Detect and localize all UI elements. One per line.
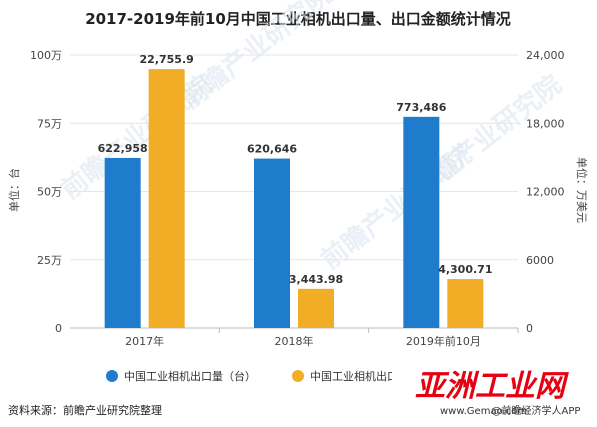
logo: 亚洲工业网 www.Gemao.com @前瞻经济学人APP — [392, 366, 592, 417]
right-tick-label: 24,000 — [526, 49, 565, 62]
bar-volume — [104, 157, 141, 328]
left-axis-label: 单位：台 — [7, 168, 21, 212]
data-labels: 622,958 22,755.9 620,646 3,443.98 773,486 4,3… — [98, 53, 493, 286]
bar-volume — [254, 158, 290, 328]
left-axis-ticks: 0 25万 50万 75万 100万 — [30, 49, 62, 335]
category-label: 2018年 — [275, 334, 314, 348]
logo-backdrop — [392, 366, 592, 402]
category-labels: 2017年 2018年 2019年前10月 — [125, 334, 481, 348]
right-tick-label: 12,000 — [526, 186, 565, 199]
legend-label-volume: 中国工业相机出口量（台） — [124, 369, 256, 383]
data-label: 22,755.9 — [140, 53, 194, 66]
left-tick-label: 0 — [55, 322, 62, 335]
category-label: 2017年 — [125, 334, 164, 348]
left-tick-label: 75万 — [37, 117, 62, 130]
right-tick-label: 0 — [526, 322, 533, 335]
data-label: 773,486 — [396, 101, 446, 114]
right-axis-label: 单位：万美元 — [575, 157, 589, 223]
category-label: 2019年前10月 — [406, 334, 481, 348]
left-tick-label: 25万 — [37, 254, 62, 267]
bar-value — [447, 279, 484, 328]
logo-corner: @前瞻经济学人APP — [492, 404, 581, 417]
chart-title: 2017-2019年前10月中国工业相机出口量、出口金额统计情况 — [85, 10, 511, 28]
data-label: 620,646 — [247, 143, 297, 156]
data-label: 3,443.98 — [289, 273, 343, 286]
source-note: 资料来源：前瞻产业研究院整理 — [8, 403, 162, 417]
bar-volume — [403, 116, 440, 329]
legend-swatch-value — [292, 370, 304, 382]
grid — [70, 54, 519, 333]
data-label: 622,958 — [98, 142, 148, 155]
logo-sub: www.Gemao.com — [440, 406, 527, 417]
legend-swatch-volume — [106, 370, 118, 382]
data-label: 4,300.71 — [438, 263, 492, 276]
left-tick-label: 100万 — [30, 49, 62, 62]
bars — [104, 69, 484, 329]
bar-value — [298, 288, 334, 328]
left-tick-label: 50万 — [37, 186, 62, 199]
bar-value — [148, 69, 185, 328]
right-tick-label: 6000 — [526, 254, 554, 267]
right-tick-label: 18,000 — [526, 117, 565, 130]
right-axis-ticks: 0 6000 12,000 18,000 24,000 — [526, 49, 565, 335]
logo-main: 亚洲工业网 — [415, 369, 569, 404]
